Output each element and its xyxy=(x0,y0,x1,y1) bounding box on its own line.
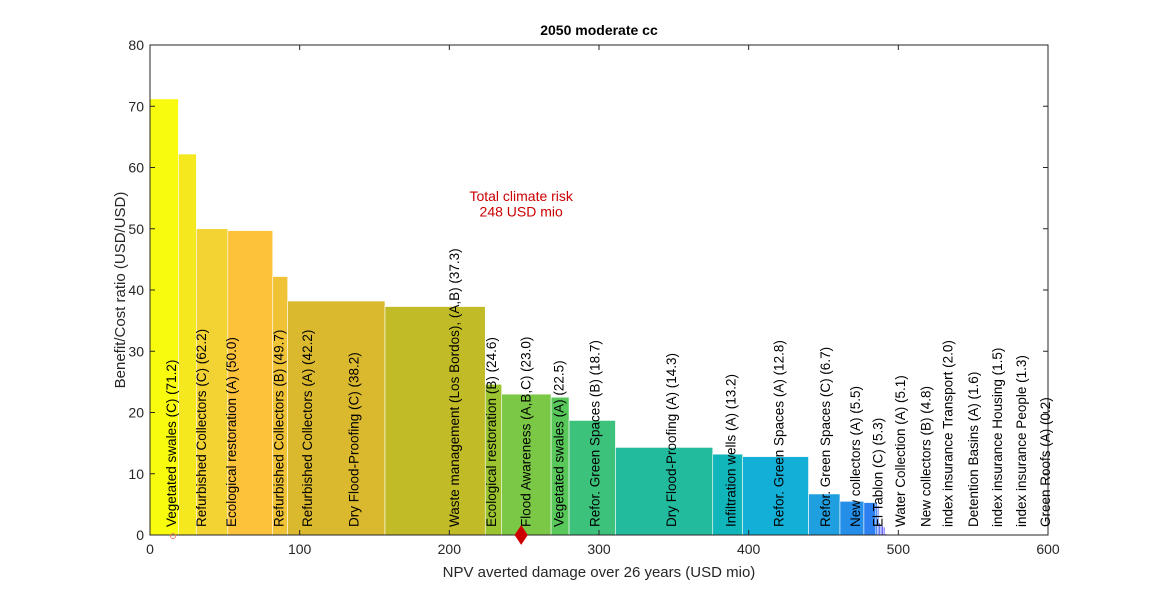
x-tick-label: 100 xyxy=(288,541,312,557)
bar-15 xyxy=(808,493,841,536)
y-tick-label: 30 xyxy=(128,343,144,359)
bar-label-13: Infiltration wells (A) (13.2) xyxy=(724,374,739,527)
bar-14 xyxy=(742,456,809,536)
bar-label-7: Waste management (Los Bordos), (A,B) (37… xyxy=(447,248,462,527)
bar-label-3: Ecological restoration (A) (50.0) xyxy=(224,337,239,527)
bar-label-9: Flood Awareness (A,B,C) (23.0) xyxy=(519,337,534,527)
y-tick-label: 60 xyxy=(128,160,144,176)
annotation-layer: Total climate risk 248 USD mio xyxy=(169,188,574,545)
bar-1 xyxy=(149,98,179,536)
total-risk-annotation-line2: 248 USD mio xyxy=(480,204,563,220)
y-tick-label: 10 xyxy=(128,466,144,482)
chart-title: 2050 moderate cc xyxy=(540,22,658,38)
bar-label-20: index insurance Transport (2.0) xyxy=(941,340,956,527)
bar-label-1: Vegetated swales (C) (71.2) xyxy=(164,360,179,527)
y-tick-label: 70 xyxy=(128,98,144,114)
ticks-layer: 0 100 200 300 400 500 600 0 10 20 30 40 50 60 70 80 xyxy=(128,37,1059,557)
bar-label-24: Green Roofs (A) (0.2) xyxy=(1038,397,1053,527)
y-tick-label: 20 xyxy=(128,405,144,421)
bar-7 xyxy=(384,306,486,536)
bar-label-2: Refurbished Collectors (C) (62.2) xyxy=(194,329,209,527)
bar-label-11: Refor. Green Spaces (B) (18.7) xyxy=(588,340,603,527)
bar-label-19: New collectors (B) (4.8) xyxy=(918,386,933,527)
bar-12 xyxy=(615,447,714,536)
bar-9 xyxy=(501,393,552,536)
y-tick-label: 80 xyxy=(128,37,144,53)
bar-label-4: Refurbished Collectors (B) (49.7) xyxy=(272,330,287,527)
bar-11 xyxy=(568,420,616,536)
x-tick-label: 400 xyxy=(737,541,761,557)
x-tick-label: 0 xyxy=(146,541,154,557)
bar-3 xyxy=(196,228,229,536)
bar-label-5: Refurbished Collectors (A) (42.2) xyxy=(300,330,315,527)
bar-label-16: New collectors (A) (5.5) xyxy=(848,386,863,527)
origin-marker xyxy=(169,533,176,539)
bar-label-21: Detention Basins (A) (1.6) xyxy=(966,372,981,527)
bar-6 xyxy=(287,300,386,536)
y-axis-label: Benefit/Cost ratio (USD/USD) xyxy=(112,192,129,389)
bar-labels-layer: Vegetated swales (C) (71.2) Refurbished C… xyxy=(164,248,1053,527)
bar-13 xyxy=(712,453,743,536)
y-tick-label: 50 xyxy=(128,221,144,237)
bars-layer xyxy=(149,98,887,536)
bar-label-6: Dry Flood-Proofing (C) (38.2) xyxy=(347,352,362,527)
bar-label-12: Dry Flood-Proofing (A) (14.3) xyxy=(664,353,679,527)
bar-label-23: index insurance People (1.3) xyxy=(1014,355,1029,527)
bar-label-22: index insurance Housing (1.5) xyxy=(990,348,1005,527)
bar-label-17: El Tablon (C) (5.3) xyxy=(870,418,885,527)
x-tick-label: 200 xyxy=(438,541,462,557)
bar-label-14: Refor. Green Spaces (A) (12.8) xyxy=(772,340,787,527)
y-tick-label: 40 xyxy=(128,282,144,298)
x-tick-label: 600 xyxy=(1036,541,1060,557)
x-axis-label: NPV averted damage over 26 years (USD mi… xyxy=(443,564,756,581)
bar-label-15: Refor. Green Spaces (C) (6.7) xyxy=(818,347,833,527)
bar-label-8: Ecological restoration (B) (24.6) xyxy=(484,337,499,527)
x-tick-label: 300 xyxy=(587,541,611,557)
total-risk-annotation-line1: Total climate risk xyxy=(469,188,573,204)
total-risk-marker xyxy=(514,525,528,545)
y-tick-label: 0 xyxy=(136,527,144,543)
x-tick-label: 500 xyxy=(887,541,911,557)
bar-4 xyxy=(227,230,274,536)
bar-label-10: Vegetated swales (A) (22.5) xyxy=(552,360,567,527)
bar-label-18: Water Collection (A) (5.1) xyxy=(893,375,908,527)
